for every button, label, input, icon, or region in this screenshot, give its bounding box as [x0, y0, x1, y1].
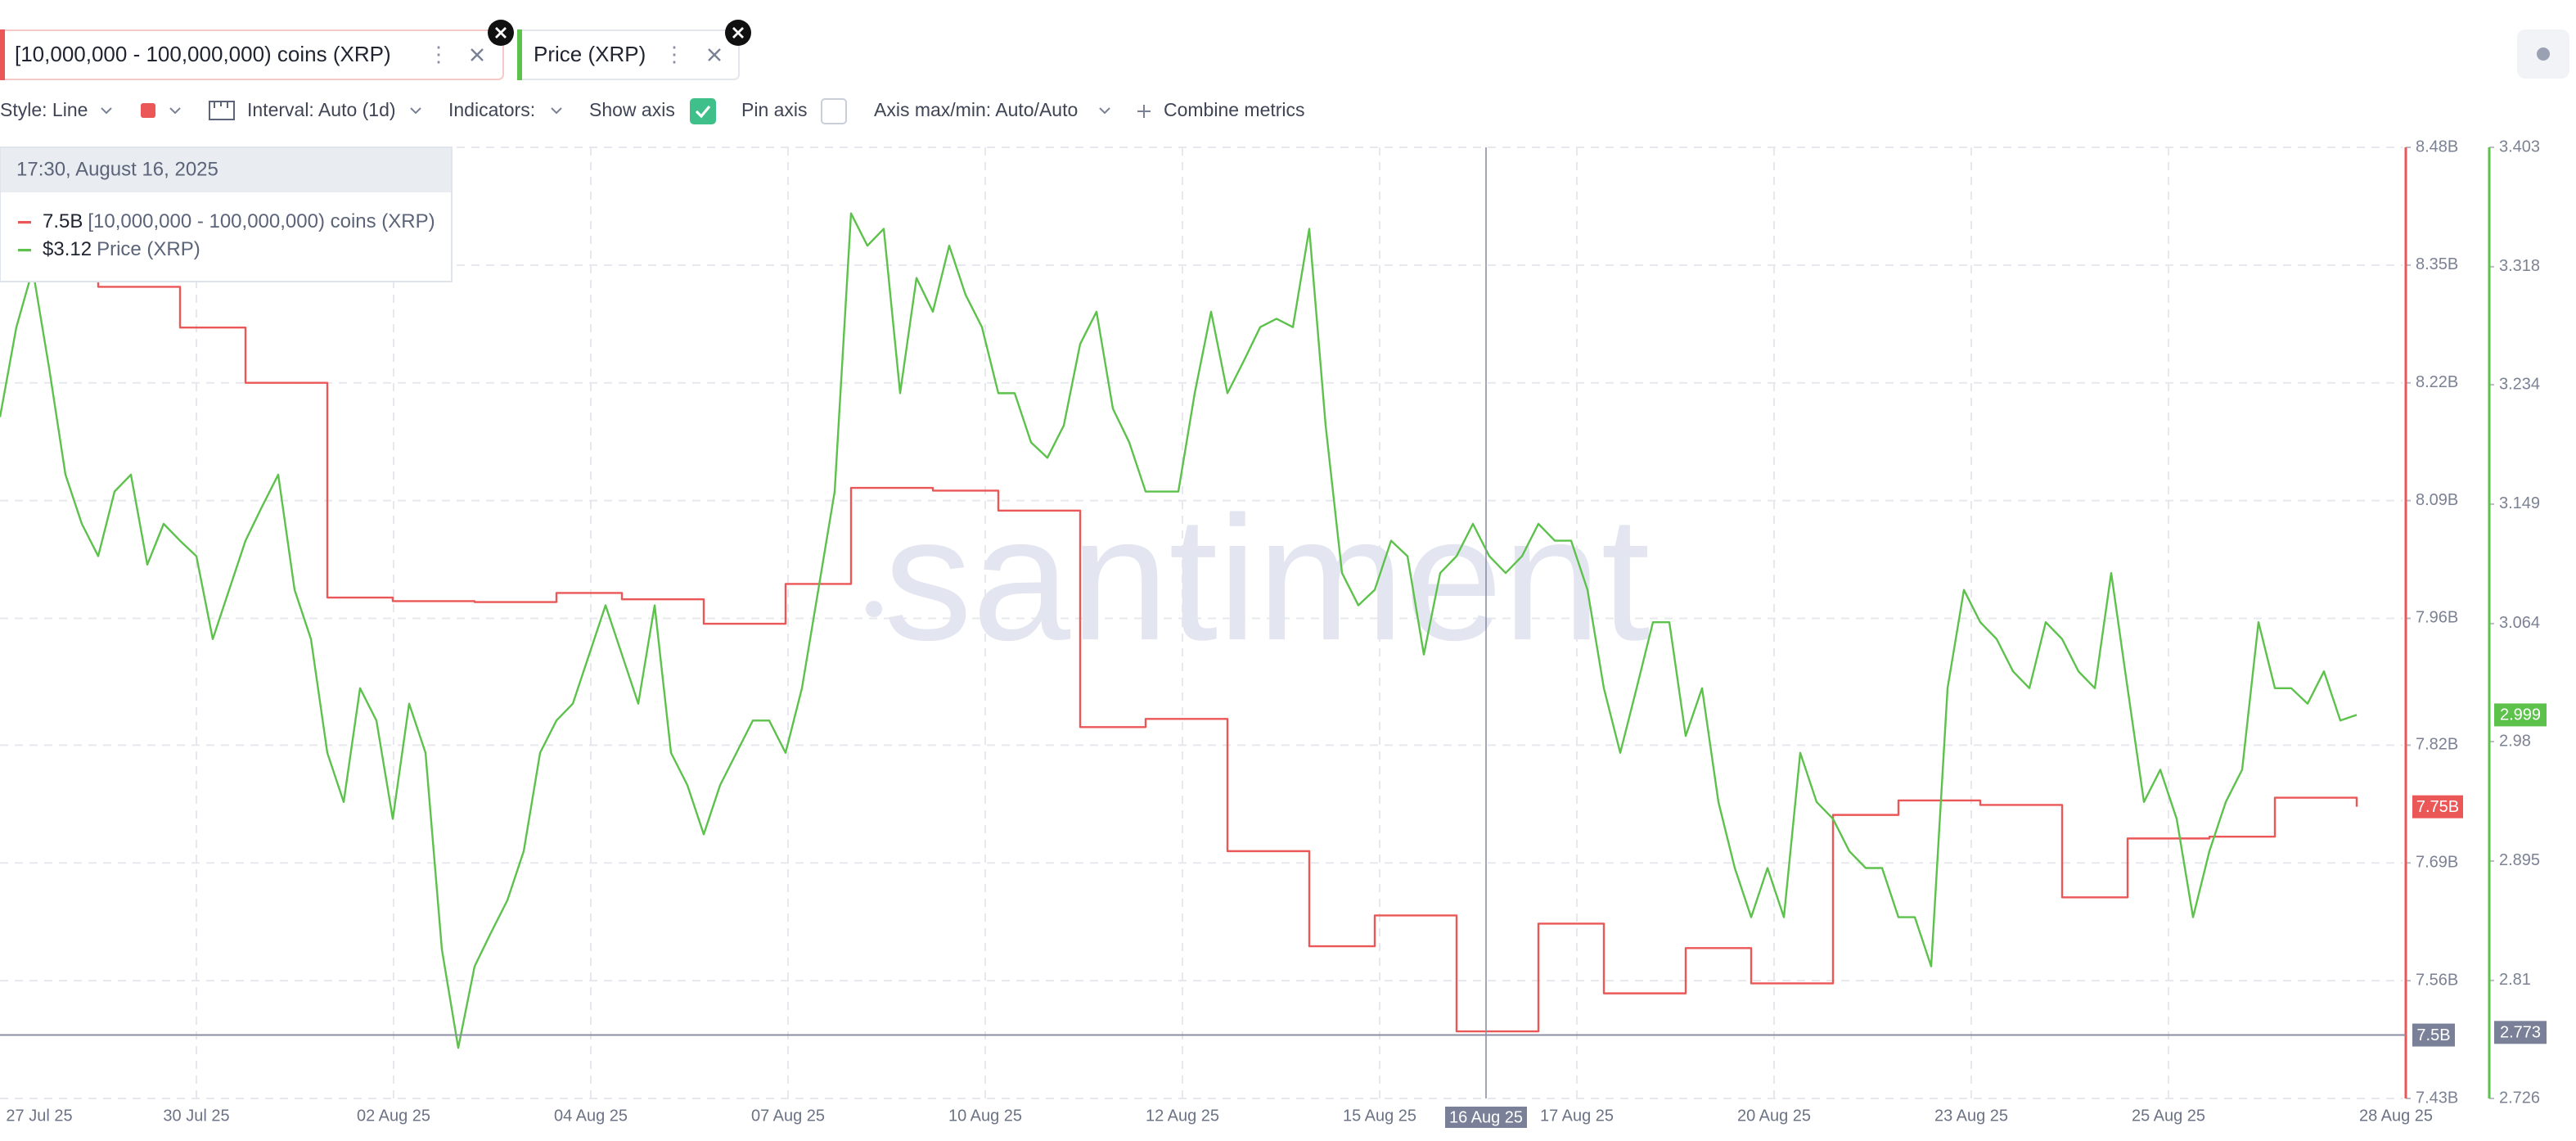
y2-tick-label: 3.064 — [2499, 614, 2540, 632]
style-select[interactable]: Style: Line — [0, 99, 88, 120]
x-tick-label: 30 Jul 25 — [163, 1107, 229, 1125]
y2-tick-label: 3.403 — [2499, 138, 2540, 156]
chip-stripe — [517, 29, 522, 80]
tooltip-title: 17:30, August 16, 2025 — [16, 158, 218, 180]
crosshair-x-label: 16 Aug 25 — [1449, 1108, 1523, 1126]
y-tick-label: 7.96B — [2416, 609, 2458, 627]
interval-icon-ticks — [214, 101, 228, 108]
x-tick-label: 07 Aug 25 — [751, 1107, 825, 1125]
chip-label: [10,000,000 - 100,000,000) coins (XRP) — [15, 42, 391, 66]
y-tick-label: 8.09B — [2416, 491, 2458, 509]
axis-range-select[interactable]: Axis max/min: Auto/Auto — [874, 99, 1078, 120]
chevron — [1099, 107, 1110, 115]
chevron — [101, 107, 112, 115]
x-tick-label: 25 Aug 25 — [2132, 1107, 2205, 1125]
chevron — [551, 107, 562, 115]
tooltip-row: 7.5B [10,000,000 - 100,000,000) coins (XR… — [43, 210, 435, 232]
toolbar: Style: Line Interval: Auto (1d) Indicato… — [0, 98, 1305, 124]
combine-metrics[interactable]: Combine metrics — [1164, 99, 1305, 120]
tooltip-metric: [10,000,000 - 100,000,000) coins (XRP) — [88, 210, 435, 232]
metric-chip[interactable]: [10,000,000 - 100,000,000) coins (XRP) ⋮ — [0, 20, 514, 80]
y-tick-label: 7.43B — [2416, 1089, 2458, 1107]
y-tick-label: 8.35B — [2416, 255, 2458, 273]
y2-tick-label: 2.98 — [2499, 732, 2531, 750]
tooltip-value: 7.5B — [43, 210, 83, 232]
crosshair-y-label: 7.5B — [2416, 1026, 2450, 1044]
chevron — [169, 107, 181, 115]
pin-axis-label: Pin axis — [741, 99, 808, 120]
y-tick-label: 7.69B — [2416, 854, 2458, 872]
crosshair-y2-label: 2.773 — [2500, 1024, 2541, 1042]
color-select[interactable] — [141, 103, 155, 118]
series-line — [0, 212, 2358, 1049]
last-value-label-box — [2412, 795, 2463, 819]
watermark: santiment — [884, 479, 1650, 677]
x-tick-label: 20 Aug 25 — [1737, 1107, 1811, 1125]
y-tick-label: 7.82B — [2416, 736, 2458, 754]
x-tick-label: 02 Aug 25 — [357, 1107, 430, 1125]
y-tick-label: 8.22B — [2416, 373, 2458, 391]
tooltip-row: $3.12 Price (XRP) — [43, 238, 200, 260]
grid-layer: 8.48B 8.35B 8.22B 8.09B 7.96B 7.82B 7.69B 7.56B… — [0, 138, 2540, 1125]
ui-layer: [10,000,000 - 100,000,000) coins (XRP) ⋮… — [0, 20, 2569, 124]
chip-menu[interactable]: ⋮ — [664, 42, 685, 66]
overlay-layer: 17:30, August 16, 2025 7.5B [10,000,000 -… — [0, 147, 2547, 1128]
interval-select[interactable]: Interval: Auto (1d) — [247, 99, 396, 120]
tooltip-swatch — [18, 221, 31, 224]
chip-remove[interactable] — [471, 48, 484, 61]
tooltip-swatch — [18, 249, 31, 252]
series-line — [0, 261, 2358, 1033]
y2-tick-label: 2.726 — [2499, 1089, 2540, 1107]
y2-tick-label: 3.149 — [2499, 494, 2540, 512]
tooltip-header — [1, 148, 451, 192]
chip-label: Price (XRP) — [534, 42, 646, 66]
y-tick-label: 7.56B — [2416, 971, 2458, 989]
crosshair-y2-label-box — [2494, 1021, 2547, 1044]
tooltip-metric: Price (XRP) — [97, 238, 200, 260]
x-tick-label: 04 Aug 25 — [554, 1107, 628, 1125]
x-tick-label: 10 Aug 25 — [948, 1107, 1022, 1125]
chip-close-x — [732, 27, 744, 38]
side-button-dot — [2537, 47, 2550, 61]
tooltip: 17:30, August 16, 2025 7.5B [10,000,000 -… — [0, 147, 453, 282]
chevron — [410, 107, 421, 115]
chip-close-x — [495, 27, 507, 38]
y2-tick-label: 3.318 — [2499, 257, 2540, 275]
last-value-label-box — [2494, 703, 2547, 727]
crosshair-x-box — [1445, 1107, 1527, 1128]
crosshair-y-label-box — [2412, 1023, 2455, 1047]
pin-axis-checkbox[interactable] — [821, 98, 847, 124]
y2-tick-label: 3.234 — [2499, 375, 2540, 393]
show-axis-label: Show axis — [589, 99, 675, 120]
x-tick-label: 27 Jul 25 — [6, 1107, 72, 1125]
metric-chip[interactable]: Price (XRP) ⋮ — [517, 20, 751, 80]
plot-layer — [0, 147, 2491, 1098]
chip-remove[interactable] — [708, 48, 721, 61]
y2-tick-label: 2.895 — [2499, 851, 2540, 869]
indicators-select[interactable]: Indicators: — [448, 99, 535, 120]
chip-stripe — [0, 29, 5, 80]
x-tick-label: 15 Aug 25 — [1343, 1107, 1416, 1125]
x-tick-label: 23 Aug 25 — [1934, 1107, 2008, 1125]
x-tick-label: 28 Aug 25 — [2359, 1107, 2433, 1125]
y-tick-label: 8.48B — [2416, 138, 2458, 156]
plus-icon — [1137, 105, 1151, 118]
watermark-dot — [866, 601, 882, 617]
chip-menu[interactable]: ⋮ — [428, 42, 449, 66]
show-axis-checkbox[interactable] — [690, 98, 716, 124]
tooltip-value: $3.12 — [43, 238, 92, 260]
last-value-label: 7.75B — [2416, 798, 2459, 816]
last-value-label: 2.999 — [2500, 706, 2541, 724]
x-tick-label: 17 Aug 25 — [1540, 1107, 1614, 1125]
y2-tick-label: 2.81 — [2499, 971, 2531, 989]
x-tick-label: 12 Aug 25 — [1146, 1107, 1219, 1125]
checkmark — [695, 105, 711, 119]
